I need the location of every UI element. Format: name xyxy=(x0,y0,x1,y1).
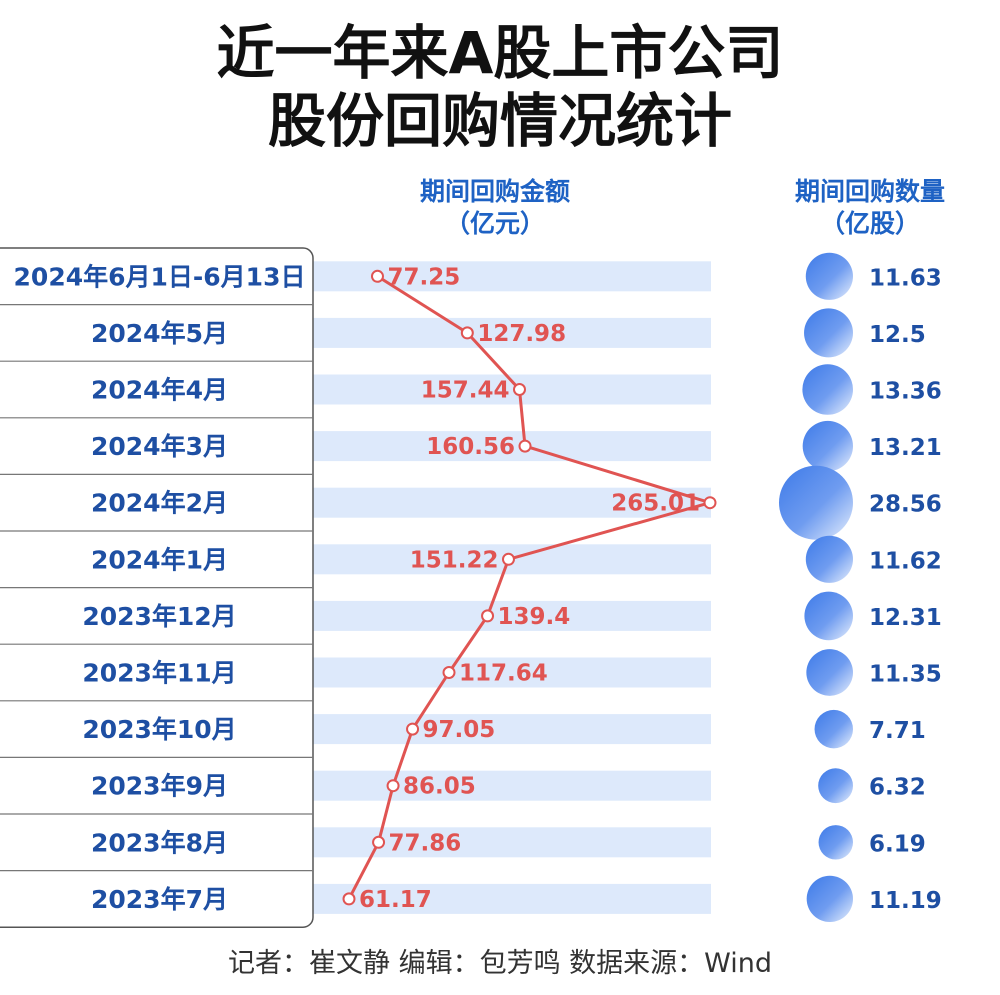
row-band xyxy=(313,883,711,914)
amount-label: 61.17 xyxy=(359,887,432,913)
count-label: 11.35 xyxy=(869,662,942,688)
amount-label: 77.25 xyxy=(387,264,460,290)
count-label: 12.31 xyxy=(869,605,942,631)
count-label: 6.19 xyxy=(869,831,926,857)
amount-label: 157.44 xyxy=(421,378,510,404)
count-header-title: 期间回购数量 xyxy=(794,177,945,206)
row-band xyxy=(313,487,711,518)
count-bubble xyxy=(804,591,854,641)
category-label: 2023年7月 xyxy=(91,885,228,914)
amount-label: 97.05 xyxy=(423,717,496,743)
count-label: 11.62 xyxy=(869,548,942,574)
count-bubble xyxy=(804,308,853,358)
count-label: 11.19 xyxy=(869,888,942,914)
category-label: 2024年2月 xyxy=(91,489,228,518)
count-label: 7.71 xyxy=(869,718,926,744)
count-label: 28.56 xyxy=(869,492,942,518)
row-band xyxy=(313,657,711,688)
count-bubble xyxy=(818,768,853,804)
amount-column-header: 期间回购金额 （亿元） xyxy=(360,176,630,240)
row-band xyxy=(313,374,711,405)
amount-point xyxy=(481,609,495,623)
credits-footer: 记者：崔文静 编辑：包芳鸣 数据来源：Wind xyxy=(227,948,773,979)
category-label: 2023年11月 xyxy=(82,659,236,688)
category-label: 2024年4月 xyxy=(91,376,228,405)
amount-point xyxy=(501,552,515,566)
row-band xyxy=(313,770,711,801)
amount-label: 86.05 xyxy=(403,774,476,800)
count-label: 13.21 xyxy=(869,435,942,461)
amount-label: 77.86 xyxy=(389,830,462,856)
row-band xyxy=(313,431,711,462)
count-bubble xyxy=(814,709,854,749)
amount-label: 117.64 xyxy=(459,661,548,687)
count-bubble xyxy=(806,649,853,696)
amount-point xyxy=(342,892,356,906)
amount-point xyxy=(512,383,526,396)
count-bubble xyxy=(779,465,853,540)
category-label: 2023年10月 xyxy=(82,715,236,744)
row-band xyxy=(313,317,711,348)
count-bubble xyxy=(802,420,853,472)
amount-point xyxy=(386,779,400,793)
amount-header-title: 期间回购金额 xyxy=(419,177,570,206)
amount-header-unit: （亿元） xyxy=(444,209,545,238)
amount-line xyxy=(347,275,712,900)
category-label: 2023年9月 xyxy=(91,772,228,801)
chart-title-line-2: 股份回购情况统计 xyxy=(267,87,732,155)
count-label: 13.36 xyxy=(869,379,942,405)
amount-point xyxy=(370,269,384,283)
count-label: 6.32 xyxy=(869,775,926,801)
category-label: 2024年1月 xyxy=(91,545,228,574)
category-label: 2023年8月 xyxy=(91,828,228,857)
amount-label: 127.98 xyxy=(477,321,566,347)
amount-label: 139.4 xyxy=(498,604,571,630)
amount-point xyxy=(460,326,474,340)
row-band xyxy=(313,714,711,745)
category-label: 2024年6月1日-6月13日 xyxy=(14,262,306,291)
count-bubble xyxy=(818,825,853,860)
count-label: 11.63 xyxy=(869,265,942,291)
count-bubble xyxy=(805,252,853,300)
count-label: 12.5 xyxy=(869,322,926,348)
count-bubble xyxy=(805,535,853,583)
category-label: 2024年5月 xyxy=(91,319,228,348)
amount-point xyxy=(518,439,532,453)
count-bubble xyxy=(806,875,853,923)
amount-point xyxy=(372,835,386,849)
row-band xyxy=(313,600,711,631)
amount-point xyxy=(703,496,717,510)
amount-label: 160.56 xyxy=(426,434,515,460)
amount-label: 265.01 xyxy=(611,491,700,517)
amount-label: 151.22 xyxy=(410,547,499,573)
category-label: 2023年12月 xyxy=(82,602,236,631)
count-header-unit: （亿股） xyxy=(819,209,920,238)
category-label: 2024年3月 xyxy=(91,432,228,461)
amount-point xyxy=(406,722,420,736)
chart-title-line-1: 近一年来A股上市公司 xyxy=(216,19,784,87)
count-bubble xyxy=(802,364,853,415)
amount-point xyxy=(442,666,456,679)
count-column-header: 期间回购数量 （亿股） xyxy=(760,176,980,240)
